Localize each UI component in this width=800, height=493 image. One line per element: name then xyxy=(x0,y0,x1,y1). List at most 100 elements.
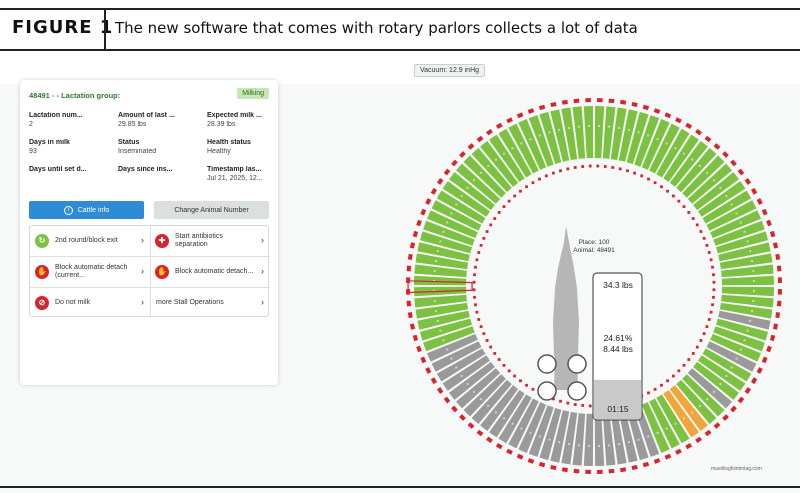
stall-segment[interactable] xyxy=(669,141,708,187)
stall-segment[interactable] xyxy=(610,411,627,465)
stall-segment[interactable] xyxy=(528,405,554,457)
op-block-detach-current[interactable]: ✋ Block automatic detach (current... › xyxy=(30,260,150,283)
stall-segment[interactable] xyxy=(626,407,649,461)
stall-segment[interactable] xyxy=(471,379,512,424)
stall-segment[interactable] xyxy=(417,310,470,330)
stall-segment[interactable] xyxy=(423,220,475,246)
stall-segment[interactable] xyxy=(682,155,725,198)
stall-segment[interactable] xyxy=(449,361,495,400)
stall-segment[interactable] xyxy=(602,413,616,466)
stall-segment[interactable] xyxy=(456,368,501,409)
cattle-info-button[interactable]: i Cattle info xyxy=(29,201,144,219)
stall-segment[interactable] xyxy=(594,106,605,159)
selected-stall-outline[interactable] xyxy=(407,280,473,294)
stall-segment[interactable] xyxy=(710,210,761,239)
stall-segment[interactable] xyxy=(431,341,482,372)
stall-segment[interactable] xyxy=(649,398,680,449)
stall-segment[interactable] xyxy=(669,385,708,431)
stall-segment[interactable] xyxy=(626,111,649,165)
stall-segment[interactable] xyxy=(415,302,469,319)
stall-segment[interactable] xyxy=(561,411,578,465)
stall-segment[interactable] xyxy=(641,119,670,170)
stall-segment[interactable] xyxy=(414,275,467,286)
stall-segment[interactable] xyxy=(415,253,469,270)
stall-segment[interactable] xyxy=(480,141,519,187)
stall-segment[interactable] xyxy=(721,286,774,297)
stall-segment[interactable] xyxy=(663,390,699,438)
change-animal-number-button[interactable]: Change Animal Number xyxy=(154,201,269,219)
stall-segment[interactable] xyxy=(713,220,765,246)
stall-segment[interactable] xyxy=(419,231,473,254)
stall-segment[interactable] xyxy=(508,398,539,449)
stall-segment[interactable] xyxy=(702,190,752,224)
stall-segment[interactable] xyxy=(427,333,478,362)
stall-segment[interactable] xyxy=(721,264,774,278)
stall-segment[interactable] xyxy=(682,374,725,417)
stall-segment[interactable] xyxy=(713,326,765,352)
stall-segment[interactable] xyxy=(634,115,660,167)
stall-segment[interactable] xyxy=(539,407,562,461)
stall-segment[interactable] xyxy=(721,294,774,308)
stall-segment[interactable] xyxy=(676,148,717,193)
stall-segment[interactable] xyxy=(702,348,752,382)
stall-segment[interactable] xyxy=(698,181,746,217)
stall-segment[interactable] xyxy=(423,326,475,352)
stall-segment[interactable] xyxy=(550,109,570,162)
op-start-antibiotics[interactable]: ✚ Start antibiotics separation › xyxy=(150,229,270,252)
stall-segment[interactable] xyxy=(693,361,739,400)
stall-segment[interactable] xyxy=(414,264,467,278)
stall-segment[interactable] xyxy=(706,341,757,372)
stall-segment[interactable] xyxy=(419,318,473,341)
stall-segment[interactable] xyxy=(463,155,506,198)
stall-segment[interactable] xyxy=(456,163,501,204)
op-do-not-milk[interactable]: ⊘ Do not milk › xyxy=(30,291,150,314)
stall-segment[interactable] xyxy=(693,172,739,211)
stall-segment[interactable] xyxy=(718,242,771,262)
stall-segment[interactable] xyxy=(594,413,605,466)
stall-segment[interactable] xyxy=(471,148,512,193)
stall-segment[interactable] xyxy=(463,374,506,417)
stall-segment[interactable] xyxy=(610,107,627,161)
stall-segment[interactable] xyxy=(508,123,539,174)
stall-segment[interactable] xyxy=(431,200,482,231)
op-second-round-exit[interactable]: ↻ 2nd round/block exit › xyxy=(30,229,150,252)
stall-segment[interactable] xyxy=(710,333,761,362)
stall-segment[interactable] xyxy=(663,134,699,182)
stall-segment[interactable] xyxy=(676,379,717,424)
stall-segment[interactable] xyxy=(656,128,690,178)
stall-segment[interactable] xyxy=(641,402,670,453)
stall-segment[interactable] xyxy=(656,394,690,444)
stall-segment[interactable] xyxy=(489,134,525,182)
stall-segment[interactable] xyxy=(550,410,570,463)
stall-segment[interactable] xyxy=(649,123,680,174)
stall-segment[interactable] xyxy=(583,413,594,466)
stall-segment[interactable] xyxy=(706,200,757,231)
stall-segment[interactable] xyxy=(561,107,578,161)
stall-segment[interactable] xyxy=(518,402,547,453)
stall-segment[interactable] xyxy=(687,163,732,204)
stall-segment[interactable] xyxy=(687,368,732,409)
stall-segment[interactable] xyxy=(715,231,769,254)
stall-segment[interactable] xyxy=(498,128,532,178)
stall-segment[interactable] xyxy=(698,355,746,391)
stall-segment[interactable] xyxy=(442,355,490,391)
stall-segment[interactable] xyxy=(489,390,525,438)
stall-segment[interactable] xyxy=(618,410,638,463)
stall-segment[interactable] xyxy=(539,111,562,165)
op-block-detach[interactable]: ✋ Block automatic detach... › xyxy=(150,260,270,283)
stall-segment[interactable] xyxy=(528,115,554,167)
stall-segment[interactable] xyxy=(417,242,470,262)
stall-segment[interactable] xyxy=(718,310,771,330)
stall-segment[interactable] xyxy=(498,394,532,444)
stall-segment[interactable] xyxy=(436,190,486,224)
stall-segment[interactable] xyxy=(518,119,547,170)
stall-segment[interactable] xyxy=(583,106,594,159)
stall-segment[interactable] xyxy=(414,294,467,308)
stall-segment[interactable] xyxy=(572,106,586,159)
stall-segment[interactable] xyxy=(719,253,773,270)
stall-segment[interactable] xyxy=(715,318,769,341)
stall-segment[interactable] xyxy=(449,172,495,211)
stall-segment[interactable] xyxy=(442,181,490,217)
stall-segment[interactable] xyxy=(602,106,616,159)
stall-segment[interactable] xyxy=(719,302,773,319)
